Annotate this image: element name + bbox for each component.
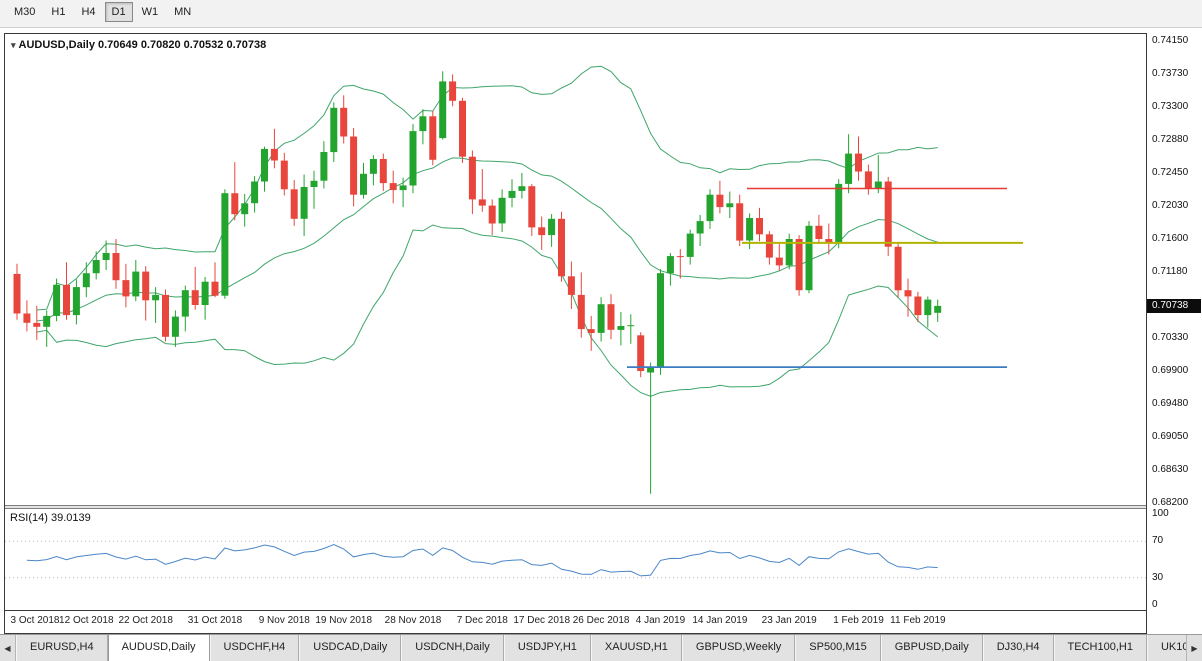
tab-audusd-daily[interactable]: AUDUSD,Daily <box>107 635 210 661</box>
time-axis-label: 9 Nov 2018 <box>258 615 310 626</box>
timeframe-button-m30[interactable]: M30 <box>14 6 36 18</box>
tab-usdcad-daily[interactable]: USDCAD,Daily <box>299 635 402 661</box>
price-axis-label: 0.69050 <box>1152 431 1189 442</box>
timeframe-button-mn[interactable]: MN <box>174 6 192 18</box>
timeframe-toolbar: M30 H1 H4 D1 W1 MN <box>0 0 1202 28</box>
time-axis-label: 17 Dec 2018 <box>513 615 571 626</box>
chart-tabs: EURUSD,H4 AUDUSD,Daily USDCHF,H4 USDCAD,Dai… <box>16 635 1186 661</box>
tab-uk100-h1[interactable]: UK100,H1 <box>1146 635 1186 661</box>
price-axis-label: 0.73730 <box>1152 68 1189 79</box>
price-axis-label: 0.72450 <box>1152 167 1189 178</box>
timeframe-button-h4[interactable]: H4 <box>81 6 96 18</box>
price-axis-label: 0.69900 <box>1152 365 1189 376</box>
chart-tab-bar: ◀ EURUSD,H4 AUDUSD,Daily USDCHF,H4 USDCAD,D… <box>0 634 1202 661</box>
price-axis-label: 0.68200 <box>1152 497 1189 508</box>
time-axis-label: 28 Nov 2018 <box>384 615 442 626</box>
time-axis-label: 19 Nov 2018 <box>315 615 373 626</box>
price-axis-label: 0.74150 <box>1152 35 1189 46</box>
tab-dj30-h4[interactable]: DJ30,H4 <box>982 635 1054 661</box>
price-axis-label: 0.71600 <box>1152 233 1189 244</box>
rsi-axis-label: 0 <box>1152 599 1158 610</box>
time-axis-label: 7 Dec 2018 <box>456 615 508 626</box>
rsi-axis-label: 30 <box>1152 572 1164 583</box>
chart-menu-icon[interactable]: ▾ <box>11 40 16 50</box>
rsi-indicator-canvas[interactable] <box>5 509 1146 610</box>
price-axis-label: 0.70330 <box>1152 332 1189 343</box>
time-axis-label: 1 Feb 2019 <box>833 615 884 626</box>
rsi-axis-label: 70 <box>1152 535 1164 546</box>
time-axis-label: 3 Oct 2018 <box>10 615 60 626</box>
current-price-badge: 0.70738 <box>1147 299 1201 313</box>
tab-xauusd-h1[interactable]: XAUUSD,H1 <box>590 635 682 661</box>
time-axis[interactable]: 3 Oct 2018 12 Oct 2018 22 Oct 2018 31 Oct 2… <box>5 610 1146 633</box>
tab-gbpusd-weekly[interactable]: GBPUSD,Weekly <box>681 635 796 661</box>
time-axis-label: 12 Oct 2018 <box>59 615 114 626</box>
time-axis-label: 23 Jan 2019 <box>761 615 817 626</box>
chart-title: ▾ AUDUSD,Daily 0.70649 0.70820 0.70532 0.… <box>11 39 266 51</box>
price-axis-label: 0.73300 <box>1152 101 1189 112</box>
chart-symbol-period: AUDUSD,Daily <box>18 39 95 51</box>
rsi-axis-label: 100 <box>1152 508 1169 519</box>
tab-gbpusd-daily[interactable]: GBPUSD,Daily <box>880 635 983 661</box>
time-axis-label: 26 Dec 2018 <box>572 615 630 626</box>
tab-tech100-h1[interactable]: TECH100,H1 <box>1053 635 1147 661</box>
price-axis-label: 0.72030 <box>1152 200 1189 211</box>
timeframe-button-w1[interactable]: W1 <box>141 6 159 18</box>
time-axis-label: 31 Oct 2018 <box>187 615 243 626</box>
time-axis-label: 4 Jan 2019 <box>635 615 686 626</box>
timeframe-button-h1[interactable]: H1 <box>51 6 66 18</box>
timeframe-button-d1[interactable]: D1 <box>104 2 133 22</box>
rsi-indicator-label: RSI(14) 39.0139 <box>10 512 91 524</box>
tab-usdjpy-h1[interactable]: USDJPY,H1 <box>503 635 591 661</box>
tab-sp500-m15[interactable]: SP500,M15 <box>795 635 881 661</box>
tabs-scroll-right-button[interactable]: ▶ <box>1186 635 1202 661</box>
price-chart-canvas[interactable] <box>5 34 1146 505</box>
time-axis-label: 14 Jan 2019 <box>692 615 748 626</box>
price-axis-label: 0.68630 <box>1152 464 1189 475</box>
price-axis-label: 0.69480 <box>1152 398 1189 409</box>
tab-usdchf-h4[interactable]: USDCHF,H4 <box>209 635 300 661</box>
chart-window: ▾ AUDUSD,Daily 0.70649 0.70820 0.70532 0.… <box>4 33 1147 634</box>
tabs-scroll-left-button[interactable]: ◀ <box>0 635 16 661</box>
time-axis-label: 22 Oct 2018 <box>118 615 173 626</box>
chart-ohlc-values: 0.70649 0.70820 0.70532 0.70738 <box>98 39 267 51</box>
tab-eurusd-h4[interactable]: EURUSD,H4 <box>16 635 108 661</box>
price-axis-label: 0.72880 <box>1152 134 1189 145</box>
time-axis-label: 11 Feb 2019 <box>890 615 946 626</box>
pane-splitter[interactable] <box>5 505 1146 509</box>
tab-usdcnh-daily[interactable]: USDCNH,Daily <box>401 635 504 661</box>
price-axis[interactable]: 0.70738 0.74150 0.73730 0.73300 0.72880 0.72… <box>1147 33 1202 634</box>
price-axis-label: 0.71180 <box>1152 266 1188 277</box>
